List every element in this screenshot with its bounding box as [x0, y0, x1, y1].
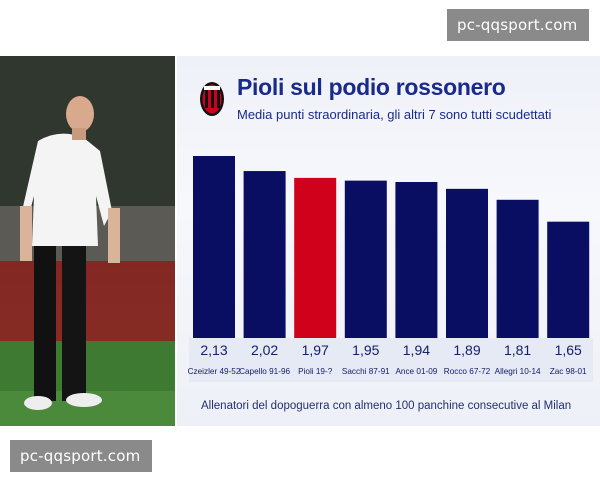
value-label-2: 1,97: [302, 342, 329, 358]
bar-0: [193, 156, 235, 338]
bar-3: [344, 180, 387, 338]
category-label-0: Czeizler 49-52: [188, 367, 241, 376]
value-label-5: 1,89: [453, 342, 480, 358]
value-label-0: 2,13: [200, 342, 227, 358]
watermark-bottom: pc-qqsport.com: [10, 440, 152, 472]
value-label-3: 1,95: [352, 342, 379, 358]
bar-7: [547, 221, 590, 338]
chart-subtitle: Media punti straordinaria, gli altri 7 s…: [237, 107, 552, 122]
category-label-1: Capello 91-96: [239, 367, 290, 376]
bar-chart: 2,13 Czeizler 49-52 2,02 Capello 91-96 1,97 P…: [188, 156, 593, 382]
bar-4: [395, 182, 438, 338]
category-label-2: Pioli 19-?: [298, 367, 333, 376]
chart-panel: Pioli sul podio rossonero Media punti st…: [177, 56, 600, 426]
value-label-4: 1,94: [403, 342, 430, 358]
value-label-7: 1,65: [555, 342, 582, 358]
bar-1: [243, 171, 286, 338]
category-label-6: Allegri 10-14: [495, 367, 541, 376]
category-label-7: Zac 98-01: [550, 367, 587, 376]
ac-milan-logo: [199, 80, 225, 118]
category-label-4: Ance 01-09: [395, 367, 437, 376]
chart-title: Pioli sul podio rossonero: [237, 74, 506, 100]
category-label-3: Sacchi 87-91: [342, 367, 390, 376]
value-label-6: 1,81: [504, 342, 531, 358]
label-band: [189, 338, 593, 382]
bar-6: [496, 199, 539, 338]
category-label-5: Rocco 67-72: [444, 367, 491, 376]
bar-5: [446, 188, 488, 338]
coach-photo: [0, 56, 175, 426]
chart-footnote: Allenatori del dopoguerra con almeno 100…: [201, 400, 572, 412]
value-label-1: 2,02: [251, 342, 278, 358]
bar-2: [294, 177, 337, 338]
watermark-top: pc-qqsport.com: [447, 9, 589, 41]
